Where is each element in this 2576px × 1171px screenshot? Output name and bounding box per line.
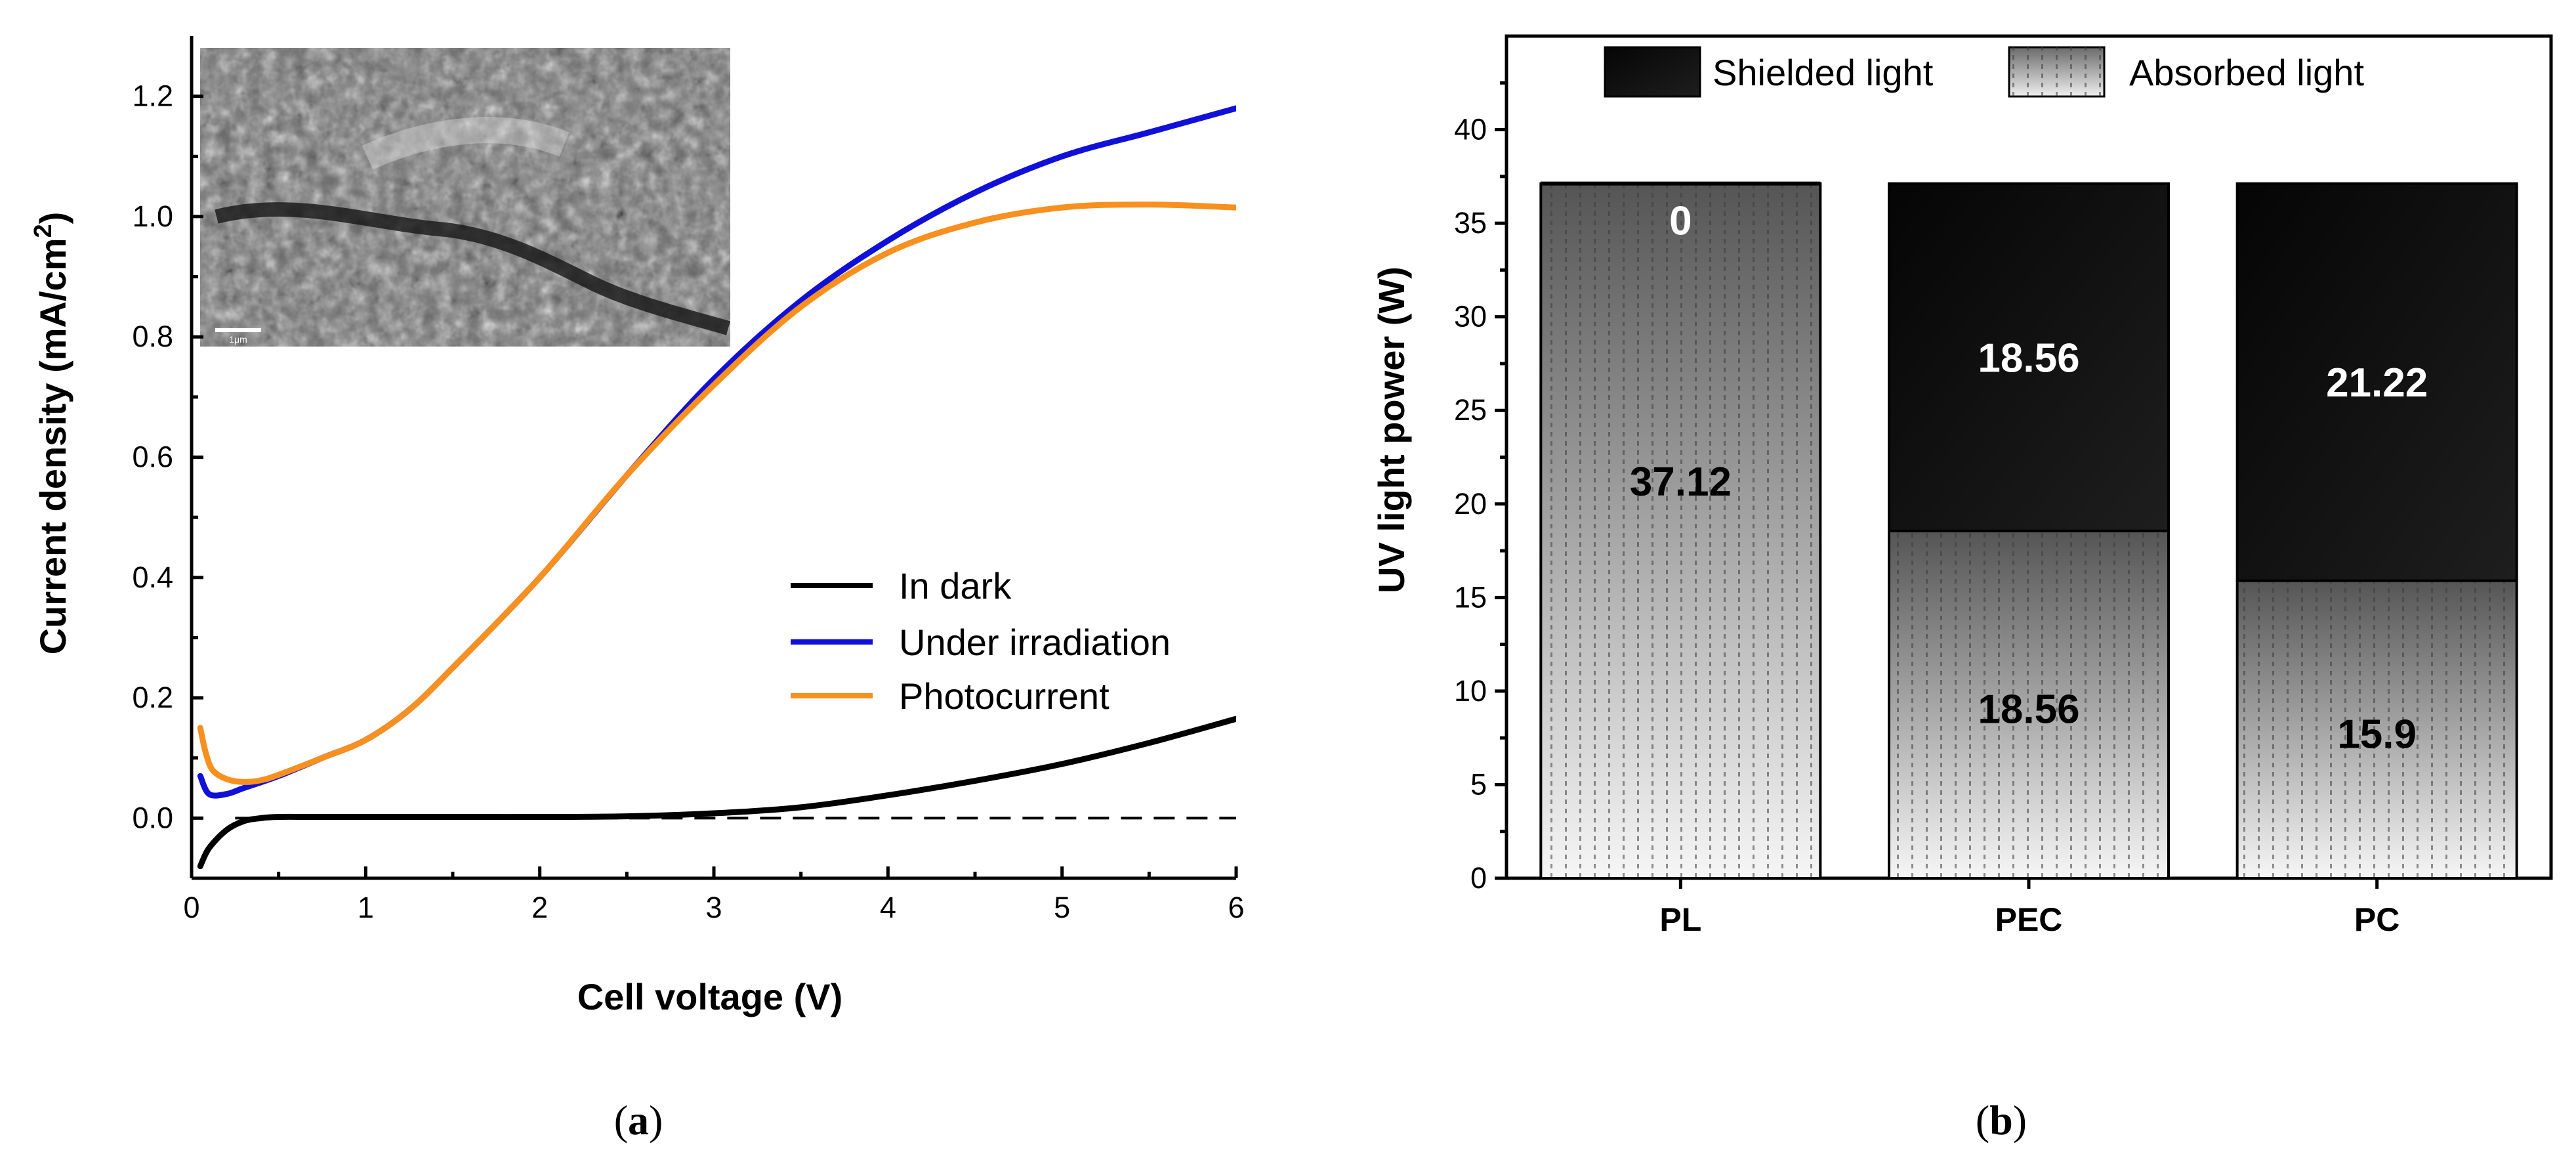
legend-label-dark: In dark <box>899 565 1012 607</box>
bar-value-shielded: 18.56 <box>1978 335 2079 381</box>
x-axis-ticks-a: 0 1 2 3 4 5 6 <box>183 866 1245 924</box>
panel-label-b-close: ) <box>2013 1097 2027 1143</box>
series-lines <box>197 105 1236 870</box>
bar-absorbed-texture <box>2237 580 2517 878</box>
panel-a-line-chart: 1μm 0 1 2 3 4 5 6 0.0 0.2 0.4 0.6 0.8 1.0 1.2 In dar… <box>30 36 1245 1143</box>
x-tick-label: 6 <box>1228 891 1244 924</box>
y-tick-label: 30 <box>1454 300 1487 333</box>
y-tick-label: 5 <box>1470 767 1487 801</box>
legend-label-shielded: Shielded light <box>1713 52 1934 93</box>
panel-label-a-close: ) <box>649 1097 663 1143</box>
scale-bar-label: 1μm <box>229 334 247 345</box>
legend-swatch-absorbed-texture <box>2009 47 2104 96</box>
bar-value-shielded: 21.22 <box>2326 360 2428 406</box>
bar-absorbed-texture <box>1541 183 1821 879</box>
stacked-bars: 37.12 0 18.56 18.56 15.9 21.22 <box>1539 181 2518 880</box>
sem-inset-image: 1μm <box>200 48 731 347</box>
bar-value-shielded: 0 <box>1669 199 1692 244</box>
y-tick-label: 15 <box>1454 580 1487 614</box>
scale-bar <box>215 328 261 332</box>
panel-label-b-letter: b <box>1989 1097 2013 1143</box>
bar-value-absorbed: 15.9 <box>2337 712 2417 757</box>
y-axis-title-b: UV light power (W) <box>1371 266 1412 593</box>
y-tick-label: 40 <box>1454 113 1487 146</box>
y-axis-title-main: Current density (mA/cm <box>32 238 73 655</box>
y-tick-label: 0.8 <box>132 320 173 353</box>
bar-value-absorbed: 37.12 <box>1630 459 1732 505</box>
legend-b: Shielded light Absorbed light <box>1604 46 2364 98</box>
bar-shielded-pec <box>1888 182 2170 532</box>
y-tick-label: 20 <box>1454 487 1487 521</box>
y-axis-ticks-b: 0 5 10 15 20 25 30 35 40 <box>1454 81 1506 895</box>
x-axis-title-a: Cell voltage (V) <box>577 976 843 1017</box>
series-line-photocurrent <box>197 202 1236 785</box>
bar-shielded-pc <box>2235 182 2518 582</box>
panel-label-b-open: ( <box>1976 1097 1989 1143</box>
y-axis-title-close: ) <box>32 212 73 224</box>
legend-swatch-shielded <box>1604 46 1701 98</box>
x-tick-label: 3 <box>705 891 722 924</box>
y-tick-label: 0.6 <box>132 440 173 474</box>
panel-label-a: (a) <box>614 1097 663 1143</box>
series-line-dark <box>197 715 1236 870</box>
legend-label-absorbed: Absorbed light <box>2129 52 2364 93</box>
x-tick-label: 2 <box>531 891 548 924</box>
category-label-pec: PEC <box>1995 901 2063 938</box>
category-label-pl: PL <box>1659 901 1701 938</box>
y-tick-label: 0.2 <box>132 681 173 714</box>
legend-label-irradiation: Under irradiation <box>899 622 1171 663</box>
x-tick-label: 0 <box>183 891 199 924</box>
panel-label-a-open: ( <box>614 1097 628 1143</box>
y-tick-label: 35 <box>1454 206 1487 240</box>
x-tick-label: 1 <box>358 891 374 924</box>
panel-label-a-letter: a <box>628 1097 649 1143</box>
y-tick-label: 10 <box>1454 674 1487 708</box>
y-tick-label: 0 <box>1470 861 1487 895</box>
y-tick-label: 0.4 <box>132 561 173 594</box>
x-tick-label: 4 <box>880 891 896 924</box>
x-tick-label: 5 <box>1054 891 1070 924</box>
category-label-pc: PC <box>2354 901 2399 938</box>
panel-label-b: (b) <box>1976 1097 2027 1143</box>
panel-b-bar-chart: 0 5 10 15 20 25 30 35 40 37.12 0 18.56 18.56 15.9 21.… <box>1371 34 2553 1143</box>
y-tick-label: 25 <box>1454 393 1487 427</box>
y-tick-label: 1.0 <box>132 200 173 233</box>
y-axis-ticks-a: 0.0 0.2 0.4 0.6 0.8 1.0 1.2 <box>132 79 203 880</box>
bar-value-absorbed: 18.56 <box>1978 687 2079 732</box>
y-tick-label: 0.0 <box>132 801 173 834</box>
y-axis-title-a: Current density (mA/cm2) <box>30 212 73 655</box>
y-tick-label: 1.2 <box>132 79 173 113</box>
bar-absorbed-texture <box>1889 530 2169 878</box>
y-axis-title-superscript: 2 <box>30 224 57 238</box>
legend-a: In dark Under irradiation Photocurrent <box>791 565 1171 717</box>
category-labels: PL PEC PC <box>1659 878 2399 938</box>
legend-label-photocurrent: Photocurrent <box>899 675 1110 717</box>
